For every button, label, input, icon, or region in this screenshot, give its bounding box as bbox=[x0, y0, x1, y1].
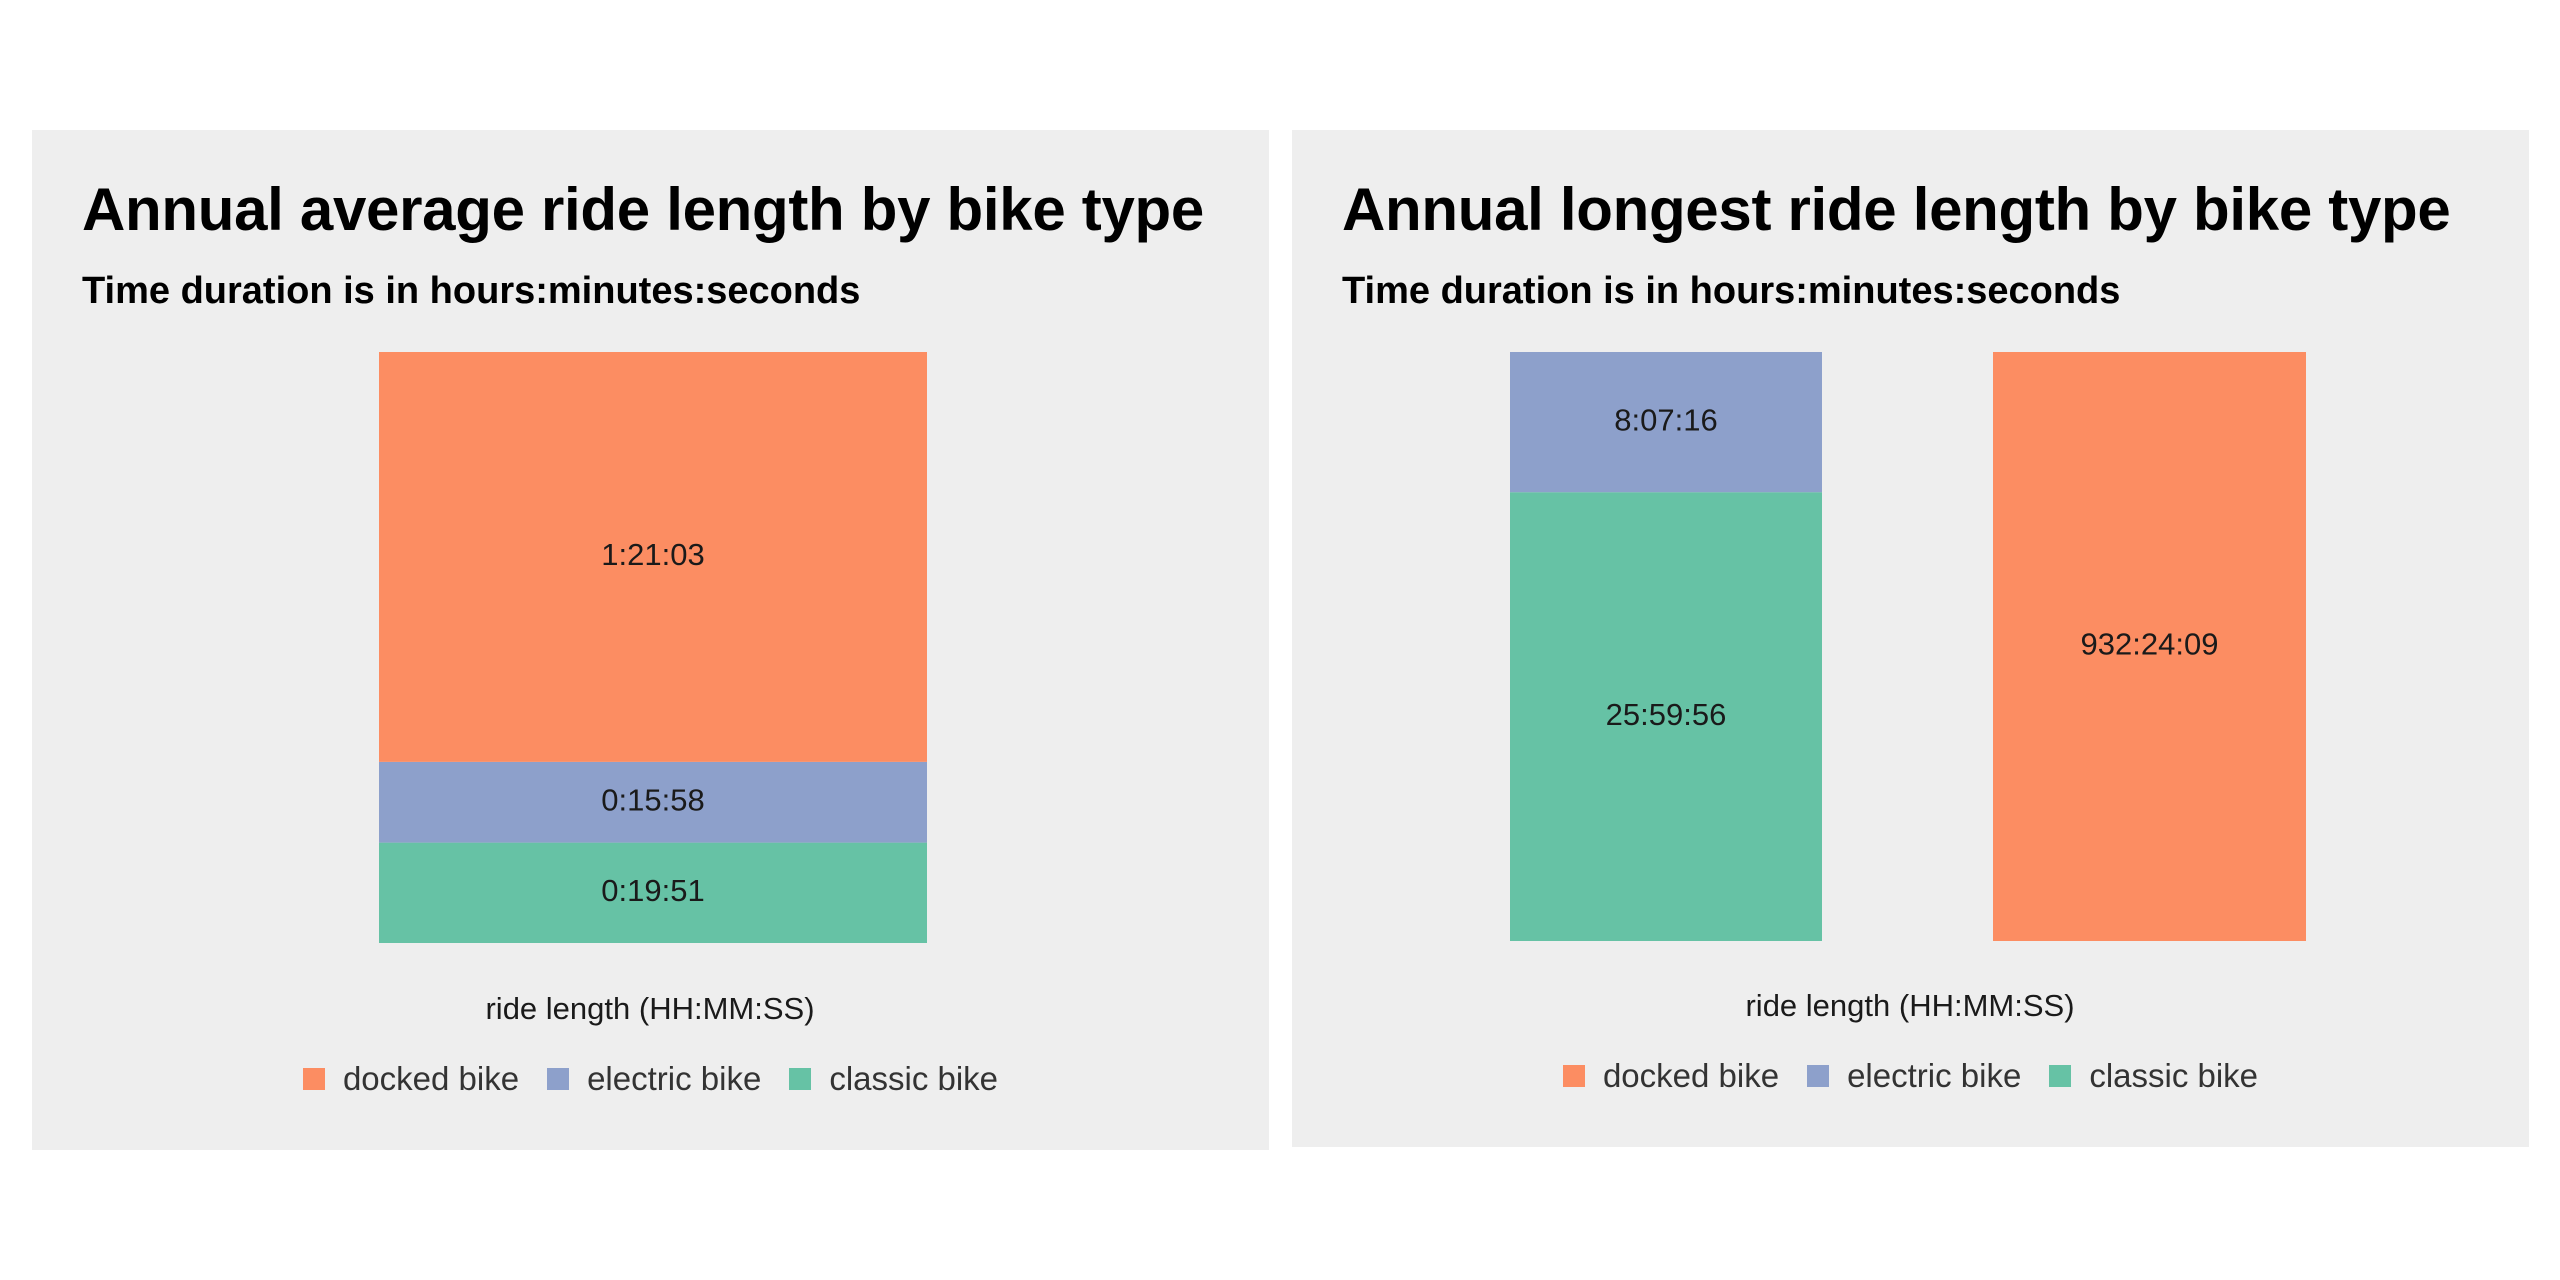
chart-subtitle: Time duration is in hours:minutes:second… bbox=[82, 270, 861, 312]
legend-label: docked bike bbox=[1602, 1057, 1780, 1094]
legend-item-electric-bike: electric bike bbox=[1807, 1057, 2021, 1095]
legend-swatch-classic-bike bbox=[789, 1068, 812, 1090]
bar-segment-classic-bike bbox=[379, 842, 927, 943]
legend-swatch-electric-bike bbox=[547, 1068, 570, 1090]
chart-title: Annual longest ride length by bike type bbox=[1342, 176, 2451, 243]
chart-panel-longest: Annual longest ride length by bike type … bbox=[1292, 130, 2529, 1147]
legend-item-electric-bike: electric bike bbox=[547, 1060, 761, 1098]
x-axis-label: ride length (HH:MM:SS) bbox=[1745, 988, 2074, 1023]
legend-item-docked-bike: docked bike bbox=[302, 1060, 520, 1098]
legend-swatch-docked-bike bbox=[302, 1068, 325, 1090]
chart-legend: docked bike electric bike classic bike bbox=[32, 1060, 1269, 1098]
legend-label: docked bike bbox=[342, 1060, 520, 1097]
average-ride-chart: 0:19:51 0:15:58 1:21:03 ride length (HH:MM:… bbox=[379, 352, 927, 1026]
longest-ride-chart: 25:59:56 8:07:16 932:24:09 ride length (HH:… bbox=[1510, 352, 2306, 1023]
data-label-classic-bike: 25:59:56 bbox=[1606, 697, 1727, 732]
legend-item-classic-bike: classic bike bbox=[789, 1060, 998, 1098]
legend-label: classic bike bbox=[2089, 1057, 2259, 1094]
x-axis-label: ride length (HH:MM:SS) bbox=[485, 991, 814, 1026]
bar-segment-electric-bike bbox=[379, 761, 927, 843]
legend-label: electric bike bbox=[1847, 1057, 2022, 1094]
data-label-docked-bike: 932:24:09 bbox=[2081, 627, 2219, 662]
legend-label: electric bike bbox=[587, 1060, 762, 1097]
bar-segment-docked-bike bbox=[1993, 352, 2306, 941]
data-label-electric-bike: 8:07:16 bbox=[1614, 402, 1717, 437]
legend-swatch-electric-bike bbox=[1807, 1065, 1830, 1087]
bar-segment-docked-bike bbox=[379, 352, 927, 762]
legend-swatch-docked-bike bbox=[1562, 1065, 1585, 1087]
data-label-electric-bike: 0:15:58 bbox=[601, 782, 704, 817]
chart-subtitle: Time duration is in hours:minutes:second… bbox=[1342, 270, 2121, 312]
chart-legend: docked bike electric bike classic bike bbox=[1292, 1057, 2529, 1095]
legend-item-docked-bike: docked bike bbox=[1562, 1057, 1780, 1095]
data-label-classic-bike: 0:19:51 bbox=[601, 873, 704, 908]
chart-panel-average: Annual average ride length by bike type … bbox=[32, 130, 1269, 1150]
legend-label: classic bike bbox=[829, 1060, 999, 1097]
data-label-docked-bike: 1:21:03 bbox=[601, 537, 704, 572]
bar-segment-classic-bike bbox=[1510, 492, 1822, 941]
chart-title: Annual average ride length by bike type bbox=[82, 176, 1204, 243]
bar-segment-electric-bike bbox=[1510, 352, 1822, 493]
legend-item-classic-bike: classic bike bbox=[2049, 1057, 2258, 1095]
legend-swatch-classic-bike bbox=[2049, 1065, 2072, 1087]
